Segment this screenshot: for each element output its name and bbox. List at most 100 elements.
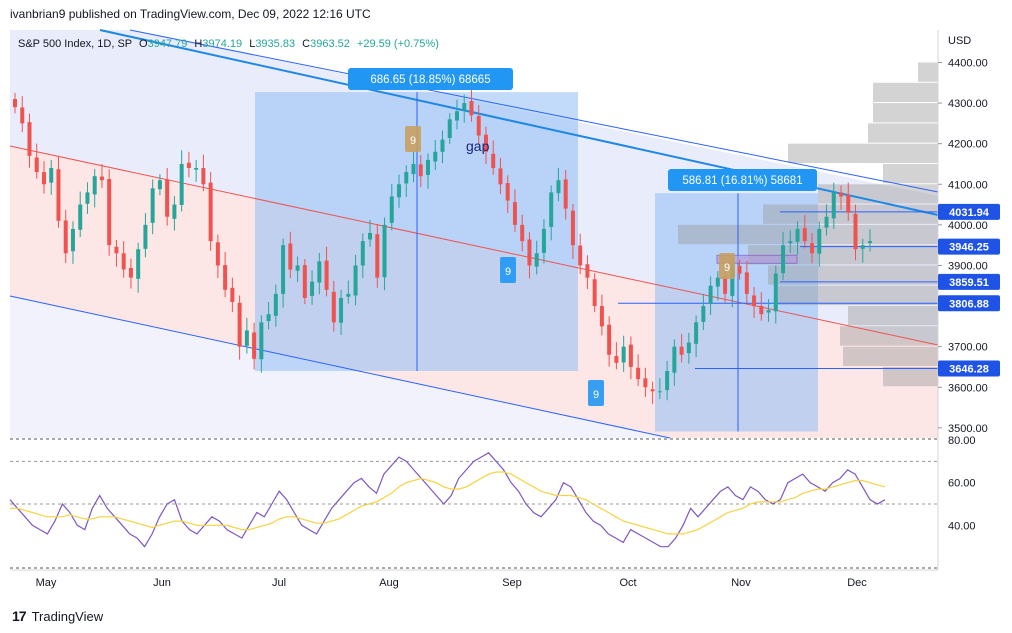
volume-profile-bar	[868, 123, 938, 143]
candle-body	[614, 355, 619, 363]
volume-profile-bar	[678, 224, 938, 245]
candle-body	[650, 389, 655, 392]
candle-body	[563, 179, 568, 209]
tradingview-logo[interactable]: 17 TradingView	[12, 608, 103, 624]
candle-body	[114, 246, 119, 254]
candle-body	[41, 172, 46, 185]
candle-body	[179, 163, 184, 205]
price-label-text: 4031.94	[949, 207, 990, 219]
candle-body	[723, 276, 728, 294]
y-tick-label: 4100.00	[948, 179, 988, 191]
candle-body	[375, 234, 380, 278]
candle-body	[252, 332, 257, 359]
volume-profile-bar	[768, 265, 938, 285]
candle-body	[665, 371, 670, 391]
tradingview-brand: TradingView	[31, 608, 104, 624]
candle-body	[868, 241, 872, 244]
td-count-marker	[405, 126, 421, 152]
candle-body	[686, 342, 691, 354]
candle-body	[288, 243, 293, 270]
candle-body	[208, 182, 213, 242]
td-count-marker	[500, 257, 516, 283]
candle-body	[476, 116, 481, 136]
gap-annotation: gap	[466, 138, 490, 154]
candle-body	[70, 228, 75, 252]
candle-body	[839, 192, 844, 197]
y-tick-label: 3600.00	[948, 382, 988, 394]
candle-body	[534, 253, 539, 267]
candle-body	[128, 267, 133, 278]
measure-box-oct	[655, 193, 818, 432]
candle-body	[194, 168, 199, 170]
candle-body	[92, 176, 97, 195]
candle-body	[121, 253, 126, 270]
candle-body	[237, 302, 242, 347]
candle-body	[512, 202, 517, 225]
candle-body	[621, 346, 626, 363]
y-tick-label: 4000.00	[948, 220, 988, 232]
candle-body	[295, 265, 300, 271]
rsi-tick-label: 80.00	[948, 435, 976, 447]
x-tick-label: Sep	[502, 577, 522, 589]
candle-body	[186, 162, 191, 169]
candle-body	[853, 213, 858, 250]
measure-label-box	[668, 169, 817, 191]
y-tick-label: 4200.00	[948, 139, 988, 151]
candle-body	[520, 224, 525, 242]
price-label-box	[938, 238, 1000, 255]
channel-upper-line	[129, 29, 939, 193]
purple-zone	[716, 254, 798, 264]
candle-body	[143, 224, 148, 249]
x-tick-label: Oct	[619, 577, 636, 589]
volume-profile-bar	[883, 366, 938, 387]
y-tick-label: 3900.00	[948, 260, 988, 272]
candle-body	[230, 287, 235, 302]
high-value: 3974.19	[202, 38, 242, 50]
candle-body	[708, 285, 713, 305]
price-label-text: 3859.51	[949, 277, 989, 289]
measure-label-text: 686.65 (18.85%) 68665	[370, 74, 490, 86]
publisher-header: ivanbrian9 published on TradingView.com,…	[10, 7, 371, 21]
volume-profile-bar	[843, 346, 938, 366]
x-tick-label: May	[36, 577, 57, 589]
candle-body	[788, 241, 793, 244]
volume-profile-bar	[918, 62, 938, 82]
candle-body	[20, 107, 25, 124]
candle-body	[795, 228, 800, 242]
candle-body	[701, 306, 706, 322]
low-label: L	[249, 38, 255, 50]
candle-body	[773, 273, 778, 312]
candle-body	[657, 391, 662, 393]
price-label-text: 3946.25	[949, 242, 989, 254]
rsi-ma-line	[10, 471, 886, 535]
candle-body	[592, 279, 597, 307]
measure-label-text: 586.81 (16.81%) 58681	[682, 175, 802, 187]
candle-body	[578, 245, 583, 266]
price-label-text: 3806.88	[949, 298, 989, 310]
candle-body	[324, 260, 329, 290]
candle-body	[201, 168, 206, 185]
candle-body	[13, 99, 17, 108]
candle-body	[766, 310, 771, 313]
candle-body	[426, 159, 431, 175]
candle-body	[607, 324, 612, 355]
td-count-label: 9	[724, 262, 730, 274]
candle-body	[599, 306, 604, 327]
price-label-box	[938, 295, 1000, 312]
ohlc-legend: S&P 500 Index, 1D, SP O3947.79 H3974.19 …	[18, 38, 439, 50]
channel-mid-line	[9, 145, 939, 346]
candle-body	[302, 265, 307, 298]
candle-body	[99, 176, 104, 181]
volume-profile-bar	[873, 82, 938, 103]
y-tick-label: 4300.00	[948, 98, 988, 110]
volume-profile-bar	[848, 306, 938, 326]
candle-body	[672, 346, 677, 373]
y-tick-label: 4400.00	[948, 57, 988, 69]
candle-body	[339, 297, 344, 323]
candle-body	[860, 245, 865, 249]
candle-body	[491, 153, 496, 169]
candle-body	[353, 265, 358, 296]
volume-profile-bar	[778, 285, 938, 306]
x-tick-label: Jul	[272, 577, 286, 589]
